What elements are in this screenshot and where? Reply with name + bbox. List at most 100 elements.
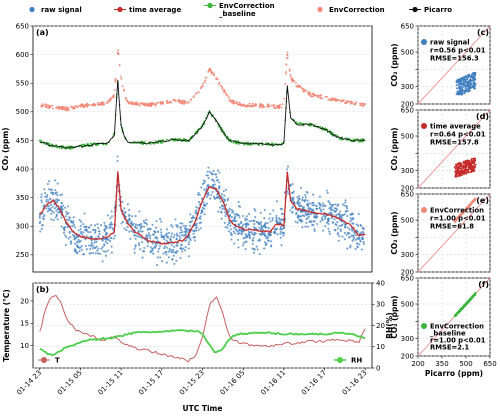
- envcorrection-point: [190, 99, 193, 101]
- panel-e-point: [457, 217, 460, 220]
- raw-signal-point: [287, 192, 290, 195]
- panel-c-point: [470, 74, 473, 77]
- envcorrection-point: [232, 102, 235, 104]
- raw-signal-point: [248, 220, 251, 223]
- envcorrection-point: [41, 103, 44, 105]
- panel-d-point: [471, 166, 474, 168]
- raw-signal-point: [334, 223, 337, 226]
- raw-signal-point: [170, 244, 173, 247]
- raw-signal-point: [223, 194, 226, 197]
- envcorrection-point: [134, 103, 137, 105]
- raw-signal-point: [180, 229, 183, 232]
- panel-c-ylabel: CO₂ (ppm): [390, 43, 399, 86]
- envcorrection-baseline-point: [38, 139, 41, 142]
- envcorrection-baseline-point: [297, 122, 300, 125]
- raw-signal-point: [83, 212, 86, 215]
- panel-b-temperature-rh: 0 10 20 30 40 10 15 20 Temperature (°C) RH(%) (b) T…: [2, 279, 394, 413]
- raw-signal-point: [77, 229, 80, 232]
- panel-c-point: [460, 77, 463, 80]
- envcorrection-point: [204, 79, 207, 82]
- raw-signal-point: [146, 228, 149, 232]
- raw-signal-point: [109, 240, 112, 243]
- panel-d-point: [458, 167, 461, 170]
- raw-signal-point: [352, 217, 355, 221]
- raw-signal-point: [301, 198, 304, 202]
- raw-signal-point: [52, 211, 55, 214]
- panel-a-ylabel: CO₂ (ppm): [1, 127, 10, 170]
- raw-signal-point: [261, 228, 264, 231]
- raw-signal-point: [55, 205, 58, 208]
- envcorrection-baseline-point: [80, 143, 83, 146]
- raw-signal-point: [179, 231, 182, 234]
- envcorrection-point: [281, 103, 284, 106]
- raw-signal-point: [313, 204, 316, 207]
- envcorrection-point: [167, 101, 170, 104]
- raw-signal-point: [304, 196, 307, 199]
- raw-signal-point: [173, 262, 176, 265]
- raw-signal-point: [206, 202, 209, 205]
- raw-signal-point: [319, 209, 323, 212]
- envcorrection-point: [334, 99, 337, 102]
- envcorrection-baseline-point: [308, 122, 311, 125]
- panel-f-legend-label-line1: EnvCorrection: [430, 323, 484, 331]
- raw-signal-point: [141, 230, 144, 233]
- raw-signal-point: [242, 237, 245, 240]
- envcorrection-baseline-point: [295, 121, 298, 123]
- envcorrection-point: [145, 102, 147, 105]
- raw-signal-point: [244, 248, 247, 251]
- raw-signal-point: [265, 237, 268, 240]
- raw-signal-point: [38, 216, 41, 220]
- raw-signal-point: [161, 260, 164, 263]
- raw-signal-point: [275, 216, 278, 219]
- raw-signal-point: [264, 222, 267, 225]
- raw-signal-point: [136, 223, 139, 226]
- panel-d-average-scatter: 650 500 300 200 CO₂ (ppm) (d) time averager=0.…: [390, 106, 491, 192]
- raw-signal-point: [296, 196, 299, 199]
- raw-signal-point: [233, 215, 237, 218]
- envcorrection-point: [297, 85, 300, 88]
- panel-b-left-tick-label: 15: [20, 320, 29, 328]
- envcorrection-point: [198, 91, 200, 94]
- raw-signal-point: [195, 229, 198, 232]
- envcorrection-point: [120, 77, 123, 80]
- raw-signal-point: [226, 223, 229, 226]
- raw-signal-point: [144, 222, 147, 225]
- raw-signal-point: [263, 241, 266, 244]
- envcorrection-baseline-point: [319, 125, 321, 128]
- raw-signal-point: [60, 216, 63, 219]
- envcorrection-point: [359, 102, 361, 105]
- raw-signal-cloud: [38, 155, 366, 267]
- raw-signal-point: [352, 238, 355, 241]
- envcorrection-baseline-point: [97, 143, 99, 146]
- raw-signal-point: [89, 231, 92, 234]
- panel-d-point: [470, 171, 473, 174]
- panel-d-point: [463, 164, 465, 167]
- raw-signal-point: [241, 214, 244, 218]
- panel-b-xtick-label: 01-16 23: [341, 369, 369, 397]
- panel-c-point: [467, 89, 470, 91]
- raw-signal-point: [200, 186, 203, 189]
- raw-signal-point: [45, 200, 48, 203]
- raw-signal-point: [164, 251, 167, 254]
- raw-signal-point: [289, 209, 292, 212]
- raw-signal-point: [134, 223, 137, 226]
- raw-signal-point: [175, 244, 178, 247]
- raw-signal-point: [58, 211, 61, 214]
- envcorrection-baseline-point: [247, 141, 250, 144]
- raw-signal-point: [337, 213, 341, 216]
- envcorrection-baseline-point: [183, 138, 186, 140]
- raw-signal-point: [187, 236, 191, 239]
- raw-signal-point: [333, 228, 336, 231]
- envcorrection-point: [284, 72, 287, 75]
- raw-signal-point: [305, 218, 308, 221]
- envcorrection-baseline-point: [153, 143, 155, 145]
- panel-f-point: [461, 307, 464, 310]
- panel-c-point: [473, 87, 476, 90]
- raw-signal-point: [106, 238, 109, 241]
- raw-signal-point: [356, 242, 359, 245]
- panel-d-ylabel: CO₂ (ppm): [390, 127, 399, 170]
- raw-signal-point: [230, 209, 233, 212]
- raw-signal-point: [225, 188, 228, 191]
- raw-signal-point: [192, 236, 195, 239]
- panel-f-ytick-label: 300: [401, 335, 414, 343]
